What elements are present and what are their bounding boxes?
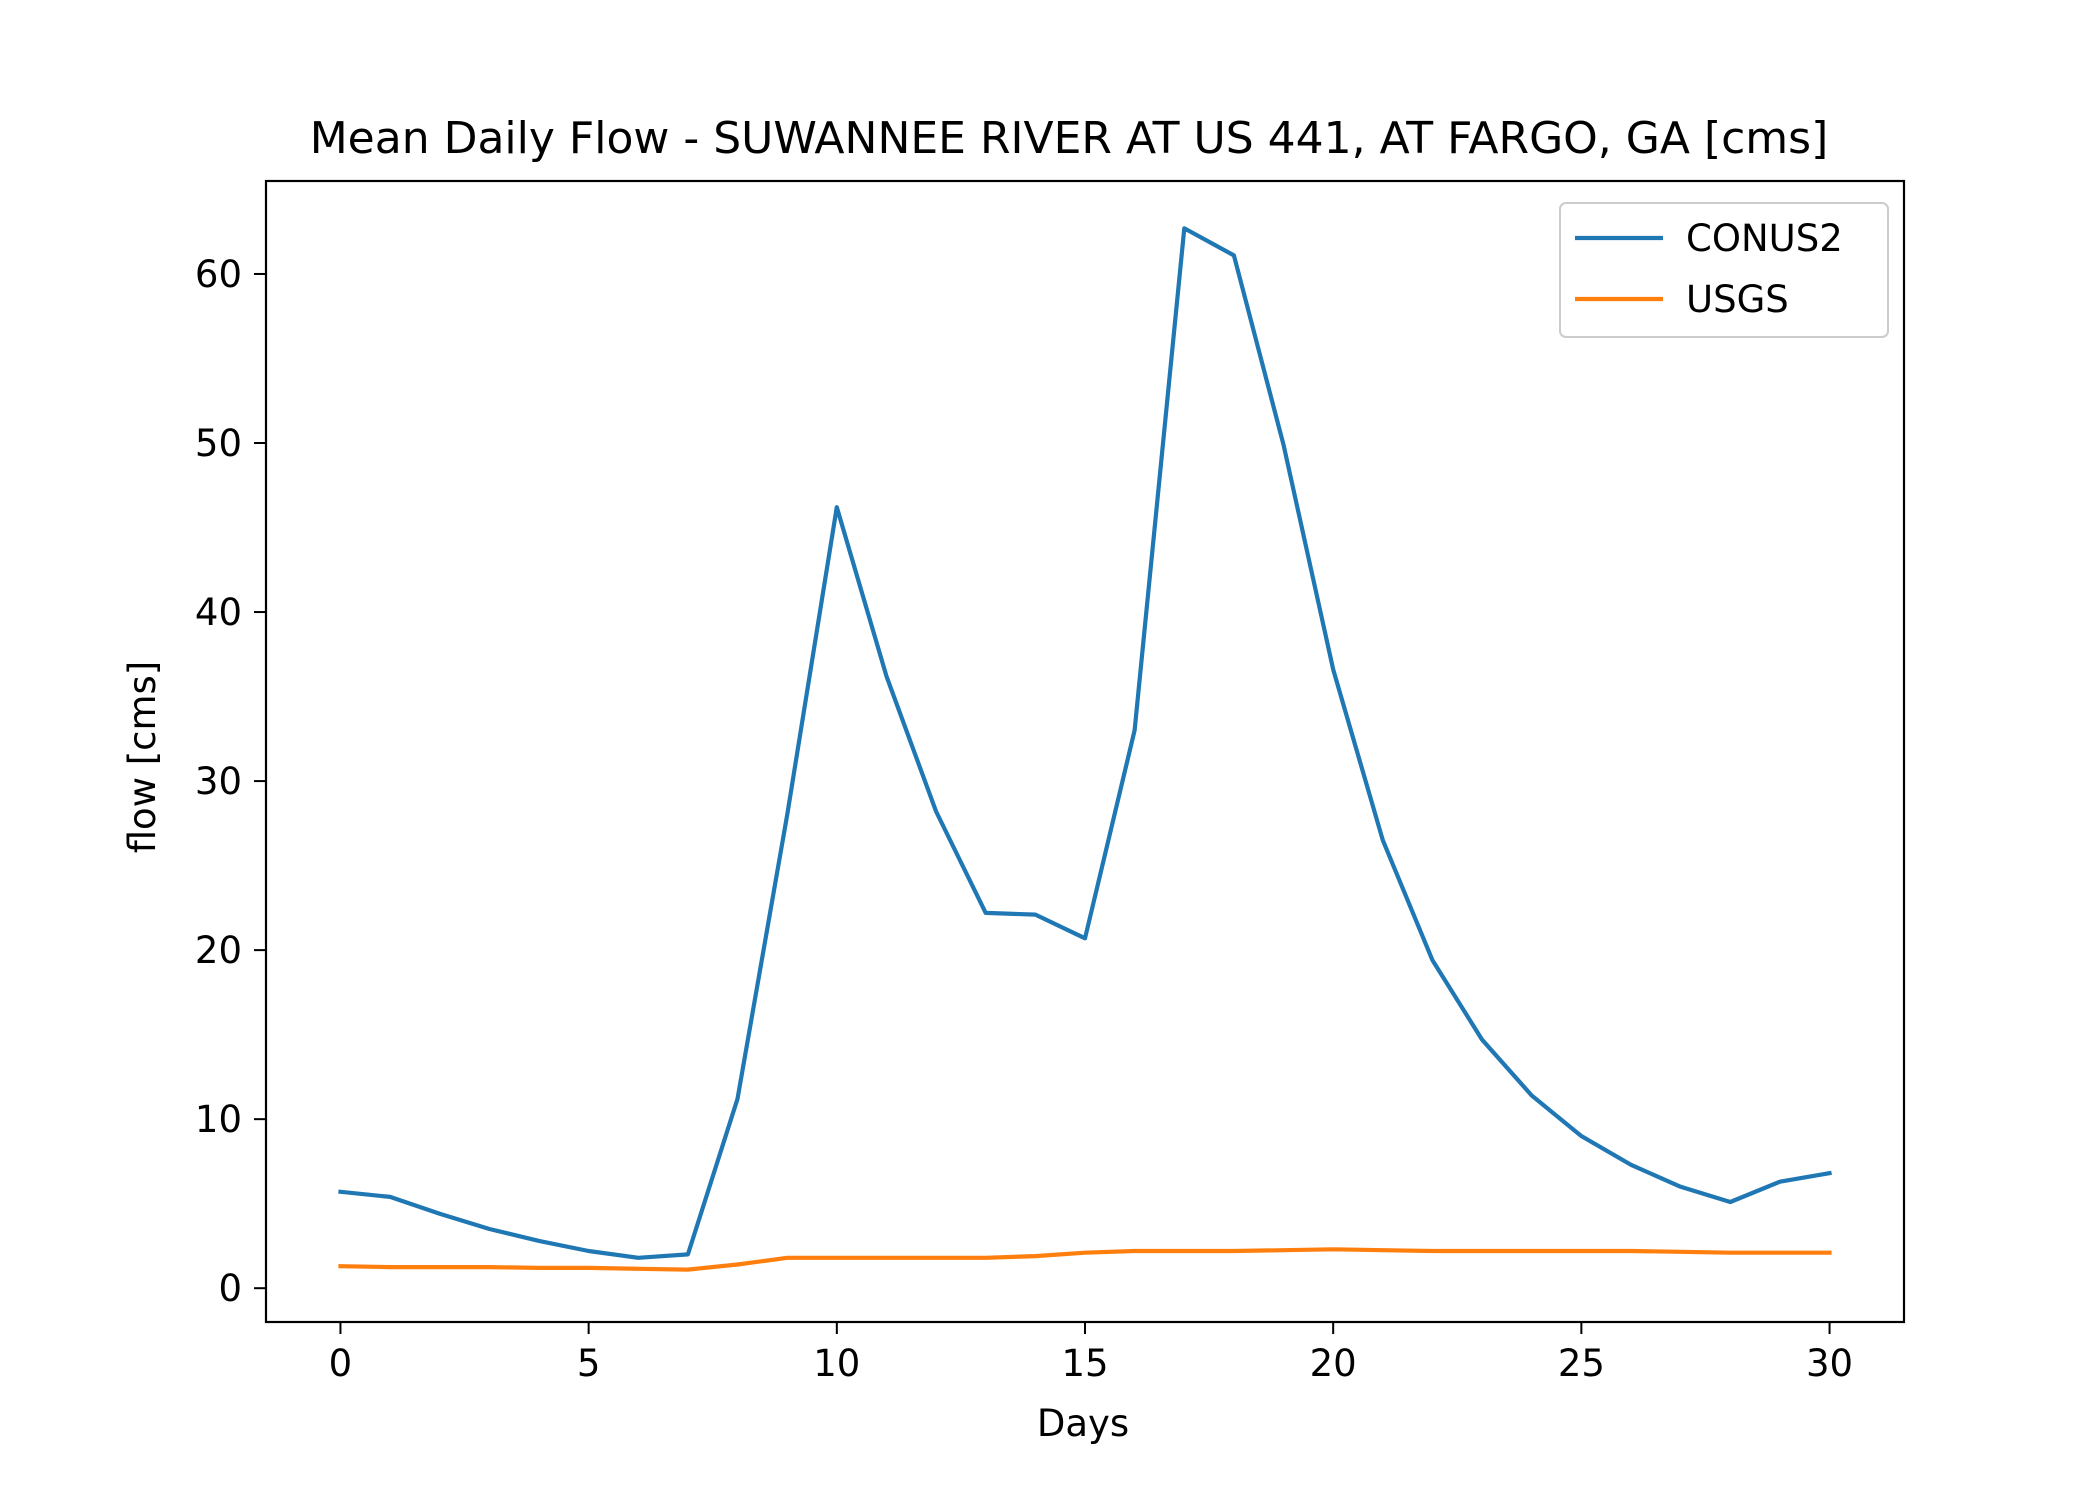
y-tick-label: 60 (195, 253, 242, 296)
y-tick-label: 20 (195, 929, 242, 972)
plot-area: 0 5 10 15 20 25 30 0 10 20 30 40 50 60 (195, 179, 1906, 1385)
x-tick-label: 10 (813, 1342, 860, 1385)
y-tick-label: 0 (218, 1267, 242, 1310)
series-line-conus2 (338, 226, 1832, 1260)
x-tick-label: 25 (1558, 1342, 1605, 1385)
y-tick-label: 10 (195, 1098, 242, 1141)
x-tick-label: 15 (1061, 1342, 1108, 1385)
x-tick-label: 30 (1806, 1342, 1853, 1385)
x-tick-label: 5 (577, 1342, 601, 1385)
y-tick-label: 30 (195, 760, 242, 803)
legend: CONUS2 USGS (1559, 202, 1889, 338)
x-tick-label: 0 (329, 1342, 353, 1385)
y-tick-label: 50 (195, 422, 242, 465)
series-line-usgs (338, 1247, 1832, 1272)
legend-label-usgs: USGS (1686, 278, 1789, 321)
legend-label-conus2: CONUS2 (1686, 217, 1843, 260)
y-tick-label: 40 (195, 591, 242, 634)
y-axis-label: flow [cms] (121, 661, 164, 854)
chart-title: Mean Daily Flow - SUWANNEE RIVER AT US 4… (310, 113, 1829, 164)
x-tick-label: 20 (1310, 1342, 1357, 1385)
x-axis-label: Days (1037, 1402, 1129, 1445)
